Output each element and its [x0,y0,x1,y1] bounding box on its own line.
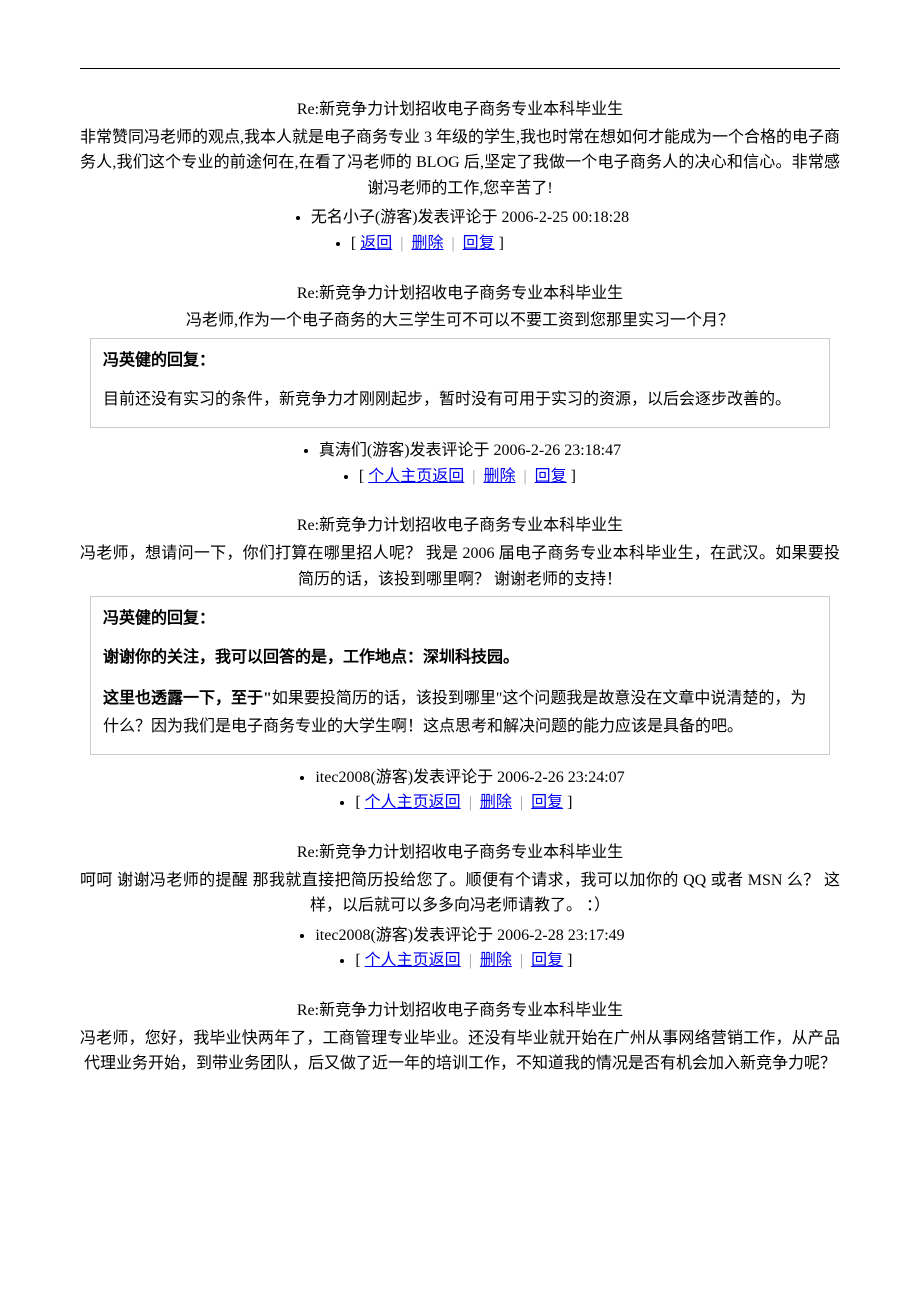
comment-title: Re:新竞争力计划招收电子商务专业本科毕业生 [80,513,840,539]
reply-paragraph: 谢谢你的关注，我可以回答的是，工作地点：深圳科技园。 [103,644,817,671]
separator: | [520,952,523,969]
homepage-return-link[interactable]: 个人主页返回 [368,468,464,485]
comment-meta-list: itec2008(游客)发表评论于 2006-2-26 23:24:07 [ 个… [295,765,624,816]
delete-link[interactable]: 删除 [480,952,512,969]
homepage-return-link[interactable]: 个人主页返回 [365,794,461,811]
reply-link[interactable]: 回复 [531,952,563,969]
delete-link[interactable]: 删除 [483,468,515,485]
separator: | [469,952,472,969]
comment-body: 冯老师,作为一个电子商务的大三学生可不可以不要工资到您那里实习一个月？ [80,308,840,334]
comment-title: Re:新竞争力计划招收电子商务专业本科毕业生 [80,97,840,123]
horizontal-rule [80,68,840,69]
return-link[interactable]: 返回 [360,235,392,252]
separator: | [523,468,526,485]
reply-heading: 冯英健的回复： [103,347,817,374]
comment-body: 呵呵 谢谢冯老师的提醒 那我就直接把简历投给您了。顺便有个请求，我可以加你的 Q… [80,868,840,919]
comment-meta-list: itec2008(游客)发表评论于 2006-2-28 23:17:49 [ 个… [295,923,624,974]
homepage-return-link[interactable]: 个人主页返回 [365,952,461,969]
document-page: Re:新竞争力计划招收电子商务专业本科毕业生 非常赞同冯老师的观点,我本人就是电… [0,0,920,1181]
comment-title: Re:新竞争力计划招收电子商务专业本科毕业生 [80,281,840,307]
delete-link[interactable]: 删除 [411,235,443,252]
reply-link[interactable]: 回复 [535,468,567,485]
bracket-open: [ [355,794,360,811]
reply-link[interactable]: 回复 [463,235,495,252]
comment-body: 冯老师，想请问一下，你们打算在哪里招人呢？ 我是 2006 届电子商务专业本科毕… [80,541,840,592]
bracket-close: ] [567,794,572,811]
comment-title: Re:新竞争力计划招收电子商务专业本科毕业生 [80,998,840,1024]
comment-actions: [ 返回 | 删除 | 回复 ] [351,231,629,257]
comment-title: Re:新竞争力计划招收电子商务专业本科毕业生 [80,840,840,866]
separator: | [469,794,472,811]
bracket-open: [ [351,235,356,252]
separator: | [472,468,475,485]
reply-paragraph: 这里也透露一下，至于"如果要投简历的话，该投到哪里"这个问题我是故意没在文章中说… [103,685,817,739]
comment-actions: [ 个人主页返回 | 删除 | 回复 ] [355,948,624,974]
comment-meta-list: 真涛们(游客)发表评论于 2006-2-26 23:18:47 [ 个人主页返回… [299,438,621,489]
comment-body: 冯老师，您好，我毕业快两年了，工商管理专业毕业。还没有毕业就开始在广州从事网络营… [80,1026,840,1077]
comment-actions: [ 个人主页返回 | 删除 | 回复 ] [359,464,621,490]
reply-heading: 冯英健的回复： [103,605,817,632]
comment-meta: 无名小子(游客)发表评论于 2006-2-25 00:18:28 [311,205,629,231]
reply-link[interactable]: 回复 [531,794,563,811]
bracket-close: ] [567,952,572,969]
bracket-open: [ [355,952,360,969]
comment-block: Re:新竞争力计划招收电子商务专业本科毕业生 冯老师,作为一个电子商务的大三学生… [80,281,840,490]
author-reply-box: 冯英健的回复： 谢谢你的关注，我可以回答的是，工作地点：深圳科技园。 这里也透露… [90,596,830,755]
comment-meta-list: 无名小子(游客)发表评论于 2006-2-25 00:18:28 [ 返回 | … [291,205,629,256]
bracket-open: [ [359,468,364,485]
comment-meta: itec2008(游客)发表评论于 2006-2-26 23:24:07 [315,765,624,791]
separator: | [451,235,454,252]
bracket-close: ] [571,468,576,485]
comment-block: Re:新竞争力计划招收电子商务专业本科毕业生 冯老师，想请问一下，你们打算在哪里… [80,513,840,816]
comment-body: 非常赞同冯老师的观点,我本人就是电子商务专业 3 年级的学生,我也时常在想如何才… [80,125,840,202]
comment-actions: [ 个人主页返回 | 删除 | 回复 ] [355,790,624,816]
separator: | [400,235,403,252]
comment-block: Re:新竞争力计划招收电子商务专业本科毕业生 冯老师，您好，我毕业快两年了，工商… [80,998,840,1077]
reply-paragraph: 目前还没有实习的条件，新竞争力才刚刚起步，暂时没有可用于实习的资源，以后会逐步改… [103,386,817,413]
bracket-close: ] [499,235,504,252]
comment-block: Re:新竞争力计划招收电子商务专业本科毕业生 非常赞同冯老师的观点,我本人就是电… [80,97,840,257]
comment-meta: 真涛们(游客)发表评论于 2006-2-26 23:18:47 [319,438,621,464]
comment-block: Re:新竞争力计划招收电子商务专业本科毕业生 呵呵 谢谢冯老师的提醒 那我就直接… [80,840,840,974]
separator: | [520,794,523,811]
delete-link[interactable]: 删除 [480,794,512,811]
comment-meta: itec2008(游客)发表评论于 2006-2-28 23:17:49 [315,923,624,949]
author-reply-box: 冯英健的回复： 目前还没有实习的条件，新竞争力才刚刚起步，暂时没有可用于实习的资… [90,338,830,428]
